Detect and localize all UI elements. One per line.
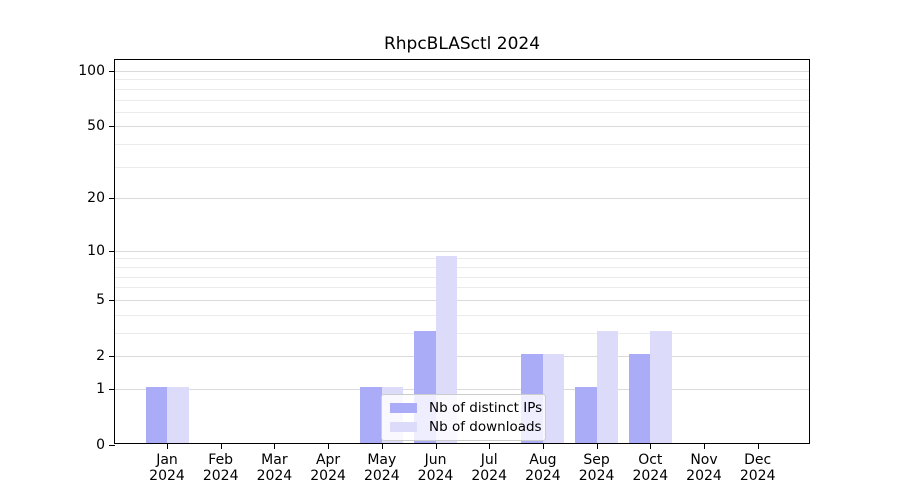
- bar-jan-distinct-ips: [145, 386, 167, 443]
- y-tick-0: [109, 445, 115, 446]
- gridline-y-6: [115, 287, 809, 289]
- bar-aug-downloads: [542, 354, 565, 443]
- gridline-y-2: [115, 356, 809, 357]
- y-tick-label-100: 100: [78, 63, 105, 79]
- x-tick-oct: [650, 444, 652, 449]
- bar-jan-downloads: [167, 386, 189, 443]
- chart-title: RhpcBLASctl 2024: [383, 34, 541, 54]
- x-tick-dec: [757, 444, 759, 449]
- x-tick-label-dec: Dec 2024: [739, 452, 776, 484]
- y-tick-50: [109, 126, 115, 128]
- x-tick-mar: [274, 444, 276, 449]
- gridline-y-4: [115, 314, 809, 316]
- gridline-y-80: [115, 88, 809, 90]
- gridline-y-20: [115, 198, 809, 200]
- gridline-y-60: [115, 111, 809, 113]
- y-tick-label-5: 5: [96, 291, 105, 308]
- y-tick-20: [109, 198, 115, 200]
- legend-item-downloads: Nb of downloads: [390, 419, 542, 435]
- bar-sep-downloads: [596, 330, 619, 443]
- y-tick-label-2: 2: [96, 348, 105, 364]
- x-tick-aug: [542, 444, 544, 449]
- legend-swatch-downloads: [390, 421, 417, 432]
- y-tick-5: [109, 299, 115, 301]
- gridline-y-100: [115, 71, 809, 72]
- gridline-y-5: [115, 299, 809, 301]
- y-tick-10: [109, 250, 115, 252]
- gridline-y-70: [115, 99, 809, 101]
- x-tick-jun: [435, 444, 437, 449]
- x-tick-sep: [596, 444, 598, 449]
- x-tick-label-may: May 2024: [363, 452, 400, 484]
- bar-sep-distinct-ips: [575, 386, 597, 443]
- bar-may-distinct-ips: [360, 386, 382, 443]
- y-tick-label-10: 10: [87, 242, 105, 259]
- x-tick-label-mar: Mar 2024: [256, 452, 293, 484]
- x-tick-jul: [489, 444, 491, 449]
- x-tick-label-aug: Aug 2024: [525, 452, 561, 484]
- x-tick-label-jul: Jul 2024: [471, 452, 507, 484]
- legend-swatch-distinct-ips: [390, 402, 417, 413]
- legend: Nb of distinct IPs Nb of downloads: [381, 394, 546, 441]
- gridline-y-30: [115, 166, 809, 168]
- bar-oct-downloads: [650, 330, 672, 443]
- plot-area: Nb of distinct IPs Nb of downloads 0 1 2 5 1…: [78, 59, 810, 484]
- x-tick-label-jun: Jun 2024: [417, 452, 454, 484]
- y-tick-2: [109, 356, 115, 357]
- gridline-y-10: [115, 250, 809, 252]
- gridline-y-9: [115, 258, 809, 260]
- y-tick-label-50: 50: [87, 118, 105, 135]
- x-tick-jan: [167, 444, 168, 449]
- y-tick-label-20: 20: [87, 190, 105, 207]
- x-tick-label-sep: Sep 2024: [578, 452, 615, 484]
- gridline-y-50: [115, 126, 809, 128]
- legend-item-distinct-ips: Nb of distinct IPs: [390, 400, 542, 416]
- gridline-y-40: [115, 144, 809, 146]
- y-tick-1: [109, 388, 115, 390]
- x-tick-label-apr: Apr 2024: [310, 452, 346, 484]
- legend-label-downloads: Nb of downloads: [429, 418, 542, 435]
- x-tick-label-feb: Feb 2024: [202, 452, 239, 484]
- legend-label-distinct-ips: Nb of distinct IPs: [429, 399, 543, 416]
- y-tick-100: [109, 71, 115, 72]
- y-tick-label-0: 0: [96, 437, 105, 453]
- gridline-y-90: [115, 79, 809, 81]
- x-tick-label-nov: Nov 2024: [686, 452, 722, 484]
- y-tick-label-1: 1: [96, 380, 105, 397]
- x-tick-apr: [328, 444, 330, 449]
- bar-oct-distinct-ips: [628, 354, 651, 443]
- x-tick-label-jan: Jan 2024: [149, 452, 185, 484]
- x-tick-label-oct: Oct 2024: [632, 452, 669, 484]
- gridline-y-1: [115, 388, 809, 390]
- gridline-y-7: [115, 276, 809, 278]
- x-tick-feb: [220, 444, 222, 449]
- x-tick-may: [381, 444, 383, 449]
- gridline-y-3: [115, 332, 809, 334]
- gridline-y-8: [115, 266, 809, 268]
- x-tick-nov: [704, 444, 705, 449]
